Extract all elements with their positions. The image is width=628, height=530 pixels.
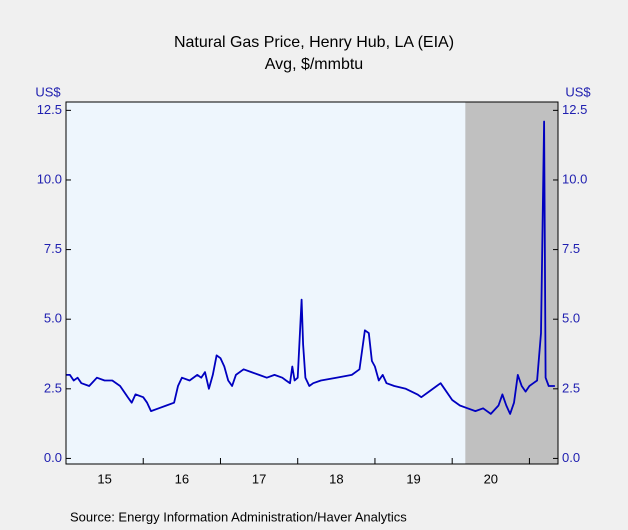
line-series (66, 120, 555, 415)
y-tick-label: 10.0 (37, 171, 62, 186)
y-tick-label-right: 10.0 (562, 171, 587, 186)
y-unit-right: US$ (565, 84, 591, 99)
y-unit-left: US$ (35, 84, 61, 99)
x-tick-label: 17 (252, 471, 266, 486)
x-tick-label: 15 (97, 471, 111, 486)
x-tick-label: 19 (406, 471, 420, 486)
chart-subtitle: Avg, $/mmbtu (265, 56, 363, 73)
y-tick-label-right: 0.0 (562, 450, 580, 465)
chart-title: Natural Gas Price, Henry Hub, LA (EIA) (174, 34, 454, 51)
y-tick-label: 7.5 (44, 241, 62, 256)
y-tick-label: 0.0 (44, 450, 62, 465)
y-tick-label-right: 5.0 (562, 311, 580, 326)
x-tick-label: 16 (175, 471, 189, 486)
y-tick-label-right: 7.5 (562, 241, 580, 256)
source: Source: Energy Information Administratio… (70, 509, 407, 524)
y-tick-label: 12.5 (37, 102, 62, 117)
y-tick-label: 5.0 (44, 311, 62, 326)
y-tick-label-right: 12.5 (562, 102, 587, 117)
y-tick-label-right: 2.5 (562, 380, 580, 395)
x-tick-label: 20 (484, 471, 498, 486)
plot-border (65, 101, 559, 465)
y-tick-label: 2.5 (44, 380, 62, 395)
x-tick-label: 18 (329, 471, 343, 486)
